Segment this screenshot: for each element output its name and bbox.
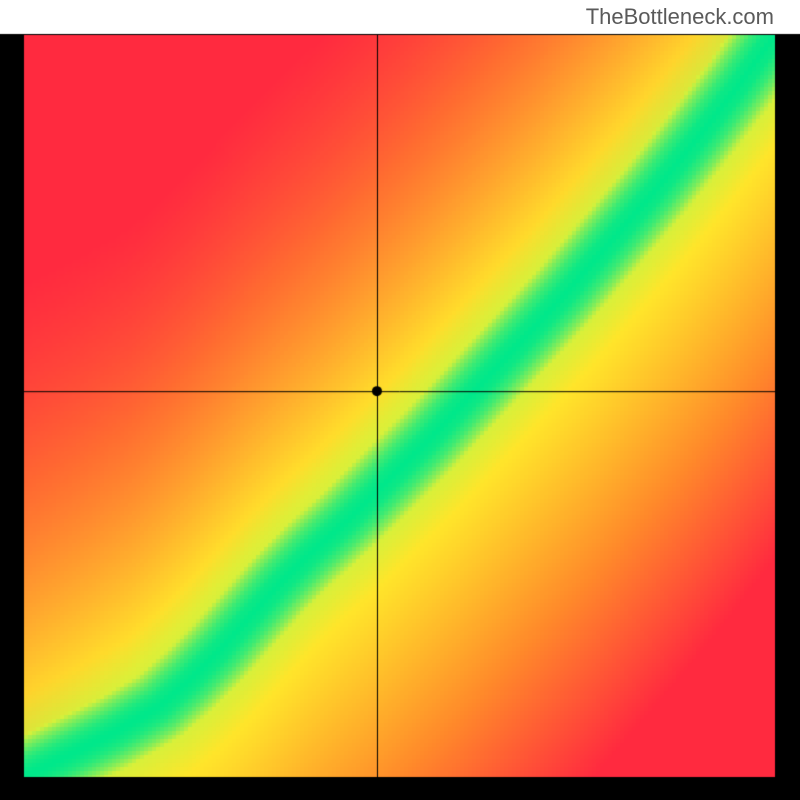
chart-stage: TheBottleneck.com xyxy=(0,0,800,800)
watermark-text: TheBottleneck.com xyxy=(586,4,774,30)
heatmap-canvas xyxy=(0,0,800,800)
